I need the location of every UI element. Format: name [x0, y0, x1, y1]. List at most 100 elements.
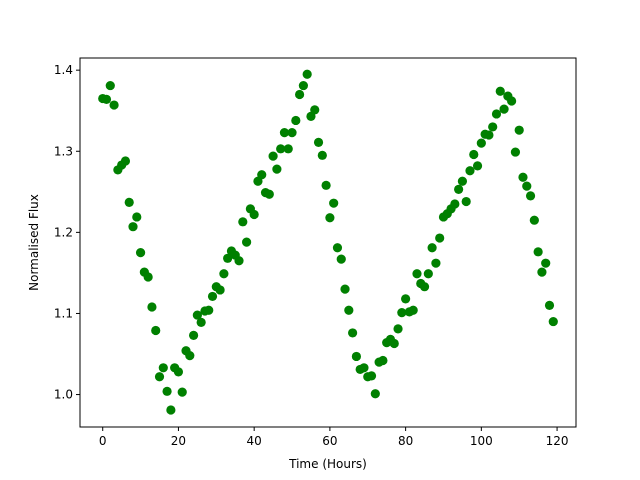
x-tick-label: 40: [247, 434, 262, 448]
data-point: [101, 94, 112, 104]
data-point: [329, 198, 339, 208]
data-point: [401, 294, 411, 304]
data-point: [162, 386, 172, 396]
data-point: [223, 253, 233, 263]
data-point: [412, 269, 422, 279]
data-point: [544, 300, 555, 310]
data-point: [279, 128, 290, 138]
data-point: [188, 330, 199, 340]
data-point: [321, 180, 331, 190]
data-point: [370, 389, 380, 399]
data-point: [298, 80, 308, 91]
data-point: [495, 86, 505, 96]
data-point: [317, 150, 327, 160]
y-tick-label: 1.1: [54, 306, 73, 320]
data-point: [408, 305, 418, 315]
y-axis-label: Normalised Flux: [27, 194, 41, 291]
data-point: [465, 166, 475, 176]
data-point: [518, 172, 528, 182]
data-point: [378, 355, 388, 366]
data-point: [533, 247, 543, 257]
data-point: [454, 184, 464, 194]
data-point: [525, 191, 536, 201]
data-point: [522, 181, 532, 191]
x-tick-label: 80: [398, 434, 413, 448]
data-point: [173, 367, 184, 377]
data-point: [302, 69, 312, 79]
x-tick-label: 60: [322, 434, 337, 448]
data-point: [431, 258, 441, 268]
data-point: [325, 213, 335, 223]
x-axis-ticks: 0 20 40 60 80 100 120: [99, 427, 569, 448]
data-point: [393, 324, 403, 334]
data-point: [450, 199, 460, 209]
data-point: [143, 272, 153, 282]
data-point: [499, 104, 509, 114]
data-point: [204, 305, 214, 315]
data-point: [207, 291, 218, 302]
data-point: [272, 164, 282, 174]
data-point: [109, 100, 119, 110]
x-tick-label: 20: [171, 434, 186, 448]
data-point: [419, 282, 430, 292]
data-point: [484, 130, 494, 140]
data-point: [132, 212, 142, 222]
data-point: [177, 387, 187, 397]
data-point: [128, 222, 138, 232]
data-point: [264, 189, 274, 199]
x-tick-label: 0: [99, 434, 107, 448]
data-point: [268, 151, 278, 161]
data-point: [249, 209, 259, 220]
y-axis-ticks: 1.0 1.1 1.2 1.3 1.4: [54, 63, 80, 402]
data-point: [238, 217, 248, 227]
data-point: [476, 138, 486, 148]
data-point: [192, 310, 202, 320]
data-point: [151, 325, 161, 336]
y-tick-label: 1.0: [54, 388, 73, 402]
data-point: [287, 128, 297, 138]
data-point: [105, 80, 115, 91]
data-point: [313, 137, 324, 147]
data-point: [283, 144, 293, 154]
data-point: [548, 316, 558, 327]
data-point: [154, 372, 165, 382]
data-point: [196, 317, 206, 327]
data-point: [435, 233, 445, 243]
data-point: [427, 243, 437, 253]
data-point: [488, 122, 498, 132]
data-point: [514, 125, 524, 135]
data-point: [510, 147, 521, 157]
data-point: [348, 328, 358, 338]
data-point: [469, 149, 479, 160]
data-point: [389, 338, 399, 349]
data-point: [257, 170, 267, 180]
y-tick-label: 1.2: [54, 225, 73, 239]
plot-frame: [79, 57, 577, 428]
data-points: [98, 69, 558, 415]
data-point: [359, 363, 369, 373]
data-point: [507, 96, 517, 106]
data-point: [351, 351, 361, 362]
data-point: [124, 197, 134, 207]
data-point: [166, 405, 176, 415]
data-point: [541, 258, 551, 268]
data-point: [147, 302, 157, 312]
data-point: [457, 176, 468, 186]
x-axis-label: Time (Hours): [288, 457, 367, 471]
data-point: [332, 243, 343, 253]
data-point: [340, 284, 350, 294]
data-point: [215, 285, 225, 295]
data-point: [135, 248, 146, 258]
y-tick-label: 1.3: [54, 144, 73, 158]
data-point: [336, 254, 346, 264]
data-point: [185, 351, 195, 361]
data-point: [423, 269, 433, 279]
data-point: [344, 305, 354, 315]
data-point: [491, 109, 502, 119]
data-point: [242, 237, 252, 247]
data-point: [461, 196, 471, 207]
data-point: [397, 308, 407, 318]
data-point: [158, 363, 168, 373]
data-point: [295, 89, 305, 100]
